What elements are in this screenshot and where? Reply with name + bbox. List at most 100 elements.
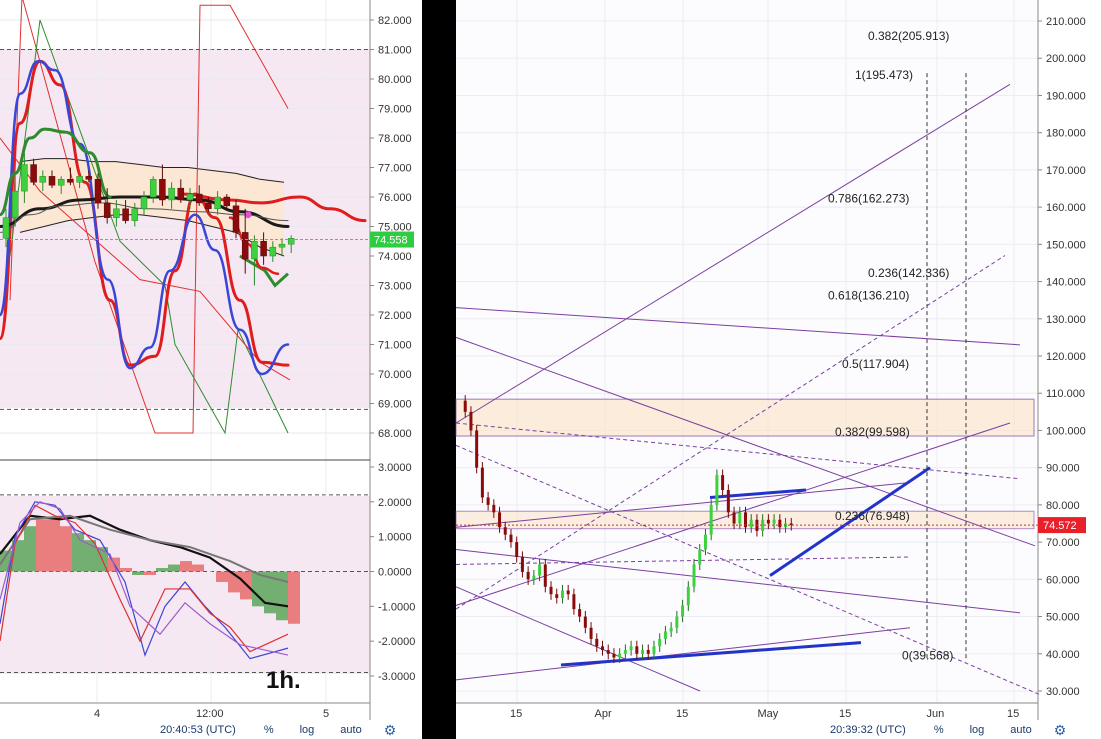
candle[interactable] <box>463 395 467 418</box>
candle[interactable] <box>260 232 267 265</box>
candle[interactable] <box>168 182 175 209</box>
candle[interactable] <box>186 188 194 209</box>
candle[interactable] <box>85 170 93 183</box>
candle[interactable] <box>612 648 616 664</box>
candle[interactable] <box>606 644 610 660</box>
candle[interactable] <box>629 640 633 656</box>
candle[interactable] <box>278 238 286 256</box>
candle[interactable] <box>48 170 56 189</box>
candle[interactable] <box>103 188 111 224</box>
candle[interactable] <box>159 164 166 206</box>
candle[interactable] <box>131 202 139 227</box>
candle[interactable] <box>195 185 203 206</box>
candle[interactable] <box>698 543 702 571</box>
candle[interactable] <box>30 158 37 186</box>
candle[interactable] <box>177 179 185 203</box>
candle[interactable] <box>509 529 513 548</box>
right-settings-gear-icon[interactable]: ⚙ <box>1053 721 1067 738</box>
candle[interactable] <box>543 558 547 593</box>
candle[interactable] <box>658 633 662 652</box>
left-main-chart[interactable] <box>0 0 370 435</box>
candle[interactable] <box>589 622 593 645</box>
candle[interactable] <box>721 469 725 496</box>
candle[interactable] <box>732 506 736 530</box>
candle[interactable] <box>149 176 157 203</box>
candle[interactable] <box>623 644 627 660</box>
left-auto-button[interactable]: auto <box>340 724 362 736</box>
candle[interactable] <box>76 170 83 189</box>
candle[interactable] <box>618 648 622 664</box>
candle[interactable] <box>214 191 221 215</box>
right-percent-button[interactable]: % <box>933 724 944 736</box>
candle[interactable] <box>515 536 519 563</box>
candle[interactable] <box>778 514 782 533</box>
candle[interactable] <box>251 235 258 286</box>
candle[interactable] <box>67 167 74 186</box>
candle[interactable] <box>686 581 690 611</box>
left-percent-button[interactable]: % <box>263 724 274 736</box>
candle[interactable] <box>520 551 524 578</box>
candle[interactable] <box>94 173 102 209</box>
candle[interactable] <box>11 173 19 227</box>
candle[interactable] <box>480 462 484 504</box>
candle[interactable] <box>646 644 650 660</box>
candle[interactable] <box>549 581 553 600</box>
candle[interactable] <box>726 484 730 518</box>
candle[interactable] <box>766 514 770 530</box>
candle[interactable] <box>223 194 231 209</box>
right-auto-button[interactable]: auto <box>1010 724 1032 736</box>
candle[interactable] <box>2 208 10 248</box>
candle[interactable] <box>744 506 747 533</box>
left-settings-gear-icon[interactable]: ⚙ <box>383 721 397 738</box>
candle[interactable] <box>703 529 707 556</box>
candle[interactable] <box>641 644 645 660</box>
candle[interactable] <box>601 640 604 656</box>
candle[interactable] <box>761 514 765 537</box>
candle[interactable] <box>583 610 587 634</box>
left-log-button[interactable]: log <box>299 724 315 736</box>
candle[interactable] <box>538 558 542 582</box>
candle[interactable] <box>572 588 576 615</box>
right-main-chart[interactable]: 0.382(205.913) 1(195.473) 0.786(162.273) 0.… <box>455 29 1041 696</box>
candle[interactable] <box>652 640 656 660</box>
candle[interactable] <box>715 469 719 511</box>
candle[interactable] <box>749 514 753 533</box>
candle[interactable] <box>566 584 570 600</box>
candle[interactable] <box>772 514 776 530</box>
candle[interactable] <box>663 625 667 645</box>
candle[interactable] <box>140 191 148 215</box>
candle[interactable] <box>681 599 685 623</box>
candle[interactable] <box>526 566 530 585</box>
candle[interactable] <box>738 506 742 530</box>
candle[interactable] <box>595 633 599 652</box>
candle[interactable] <box>486 491 490 511</box>
candle[interactable] <box>21 152 28 203</box>
candle[interactable] <box>498 506 502 533</box>
candle[interactable] <box>241 208 249 274</box>
candle[interactable] <box>475 424 479 474</box>
candle[interactable] <box>635 640 639 660</box>
left-oscillator-chart[interactable] <box>0 501 300 660</box>
candle[interactable] <box>287 235 295 254</box>
candle[interactable] <box>789 517 793 531</box>
candle[interactable] <box>122 199 129 224</box>
candle[interactable] <box>113 199 120 227</box>
candle[interactable] <box>492 499 496 518</box>
candle[interactable] <box>555 588 559 604</box>
candle[interactable] <box>269 241 277 262</box>
osc-histogram-bar <box>192 564 204 572</box>
candle[interactable] <box>709 499 713 541</box>
candle[interactable] <box>39 170 47 192</box>
candle[interactable] <box>675 610 679 634</box>
candle[interactable] <box>560 584 564 604</box>
candle[interactable] <box>532 570 536 585</box>
candle[interactable] <box>232 199 240 239</box>
left-osc-pink-zone <box>0 496 370 674</box>
candle[interactable] <box>669 622 673 638</box>
candle[interactable] <box>205 197 212 212</box>
candle[interactable] <box>57 176 65 195</box>
candle[interactable] <box>692 558 696 593</box>
right-log-button[interactable]: log <box>969 724 985 736</box>
candle[interactable] <box>469 406 473 437</box>
candle[interactable] <box>578 603 582 623</box>
